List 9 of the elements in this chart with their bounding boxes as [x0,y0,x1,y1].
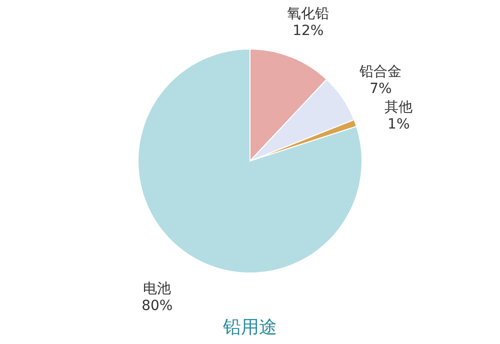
slice-label: 其他 [384,99,413,116]
text: 铅用途 [222,316,277,338]
data-label: 80% [142,298,173,314]
slice-label: 电池 [143,280,172,297]
data-label: 12% [292,23,324,40]
slice-label: 铅合金 [358,64,402,80]
data-label: 1% [388,116,410,132]
slice-label: 氧化铅 [287,6,330,22]
data-label: 7% [370,81,392,98]
